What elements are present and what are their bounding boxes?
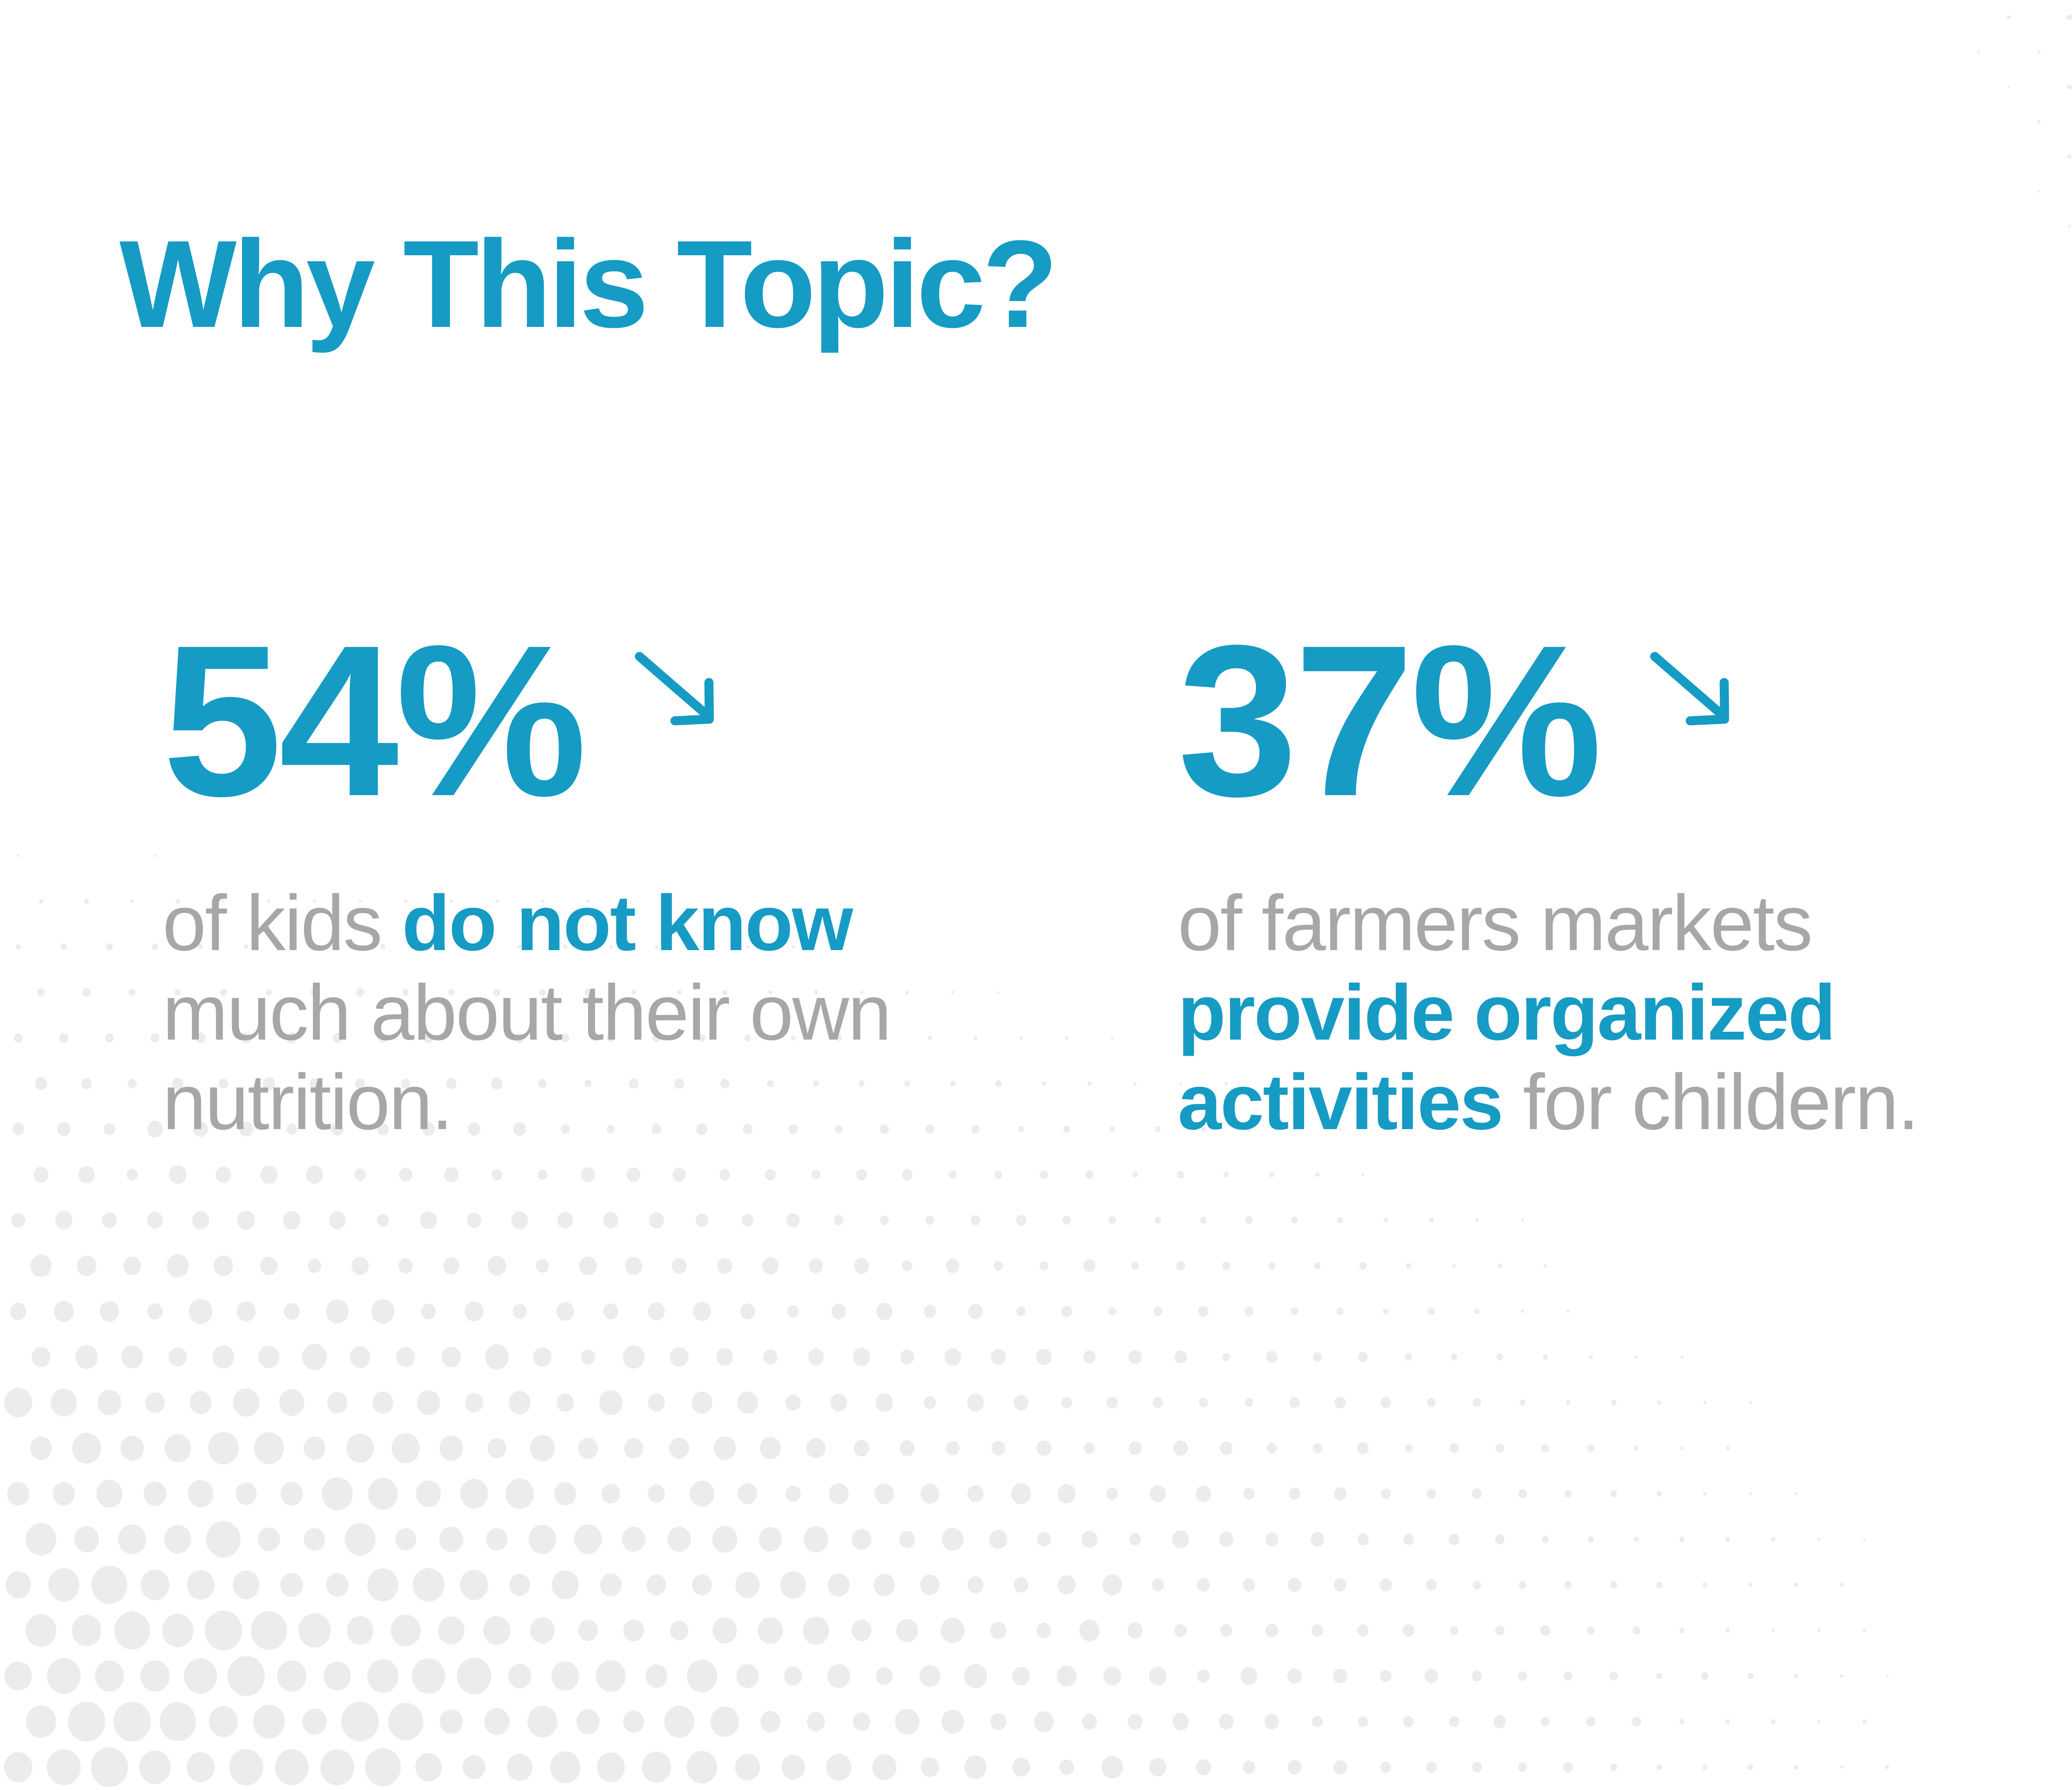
stat-text-line: nutrition. — [162, 1057, 1140, 1147]
plain-text: of kids — [162, 879, 402, 967]
stat-head: 54% — [162, 613, 1140, 829]
stat-head: 37% — [1178, 613, 2072, 829]
stat-value: 54% — [162, 600, 587, 841]
stat-text-line: activities for childern. — [1178, 1057, 2072, 1147]
plain-text: nutrition. — [162, 1058, 453, 1146]
stat-text-line: much about their own — [162, 968, 1140, 1057]
plain-text: much about their own — [162, 969, 892, 1057]
stat-value: 37% — [1178, 600, 1602, 841]
stat-text-line: of kids do not know — [162, 878, 1140, 968]
plain-text: for childern. — [1502, 1058, 1920, 1146]
highlighted-text: activities — [1178, 1058, 1503, 1146]
stat-description: of farmers markets provide organized activ… — [1178, 878, 2072, 1147]
stat-block: 37% of farmers markets provide organized a… — [1178, 613, 2072, 1147]
stat-text-line: of farmers markets — [1178, 878, 2072, 968]
highlighted-text: provide organized — [1178, 969, 1836, 1057]
stat-block: 54% of kids do not know much about their … — [162, 613, 1140, 1147]
highlighted-text: do not know — [402, 879, 853, 967]
stat-text-line: provide organized — [1178, 968, 2072, 1057]
arrow-down-right-icon — [1650, 652, 1729, 726]
page-title: Why This Topic? — [119, 214, 1058, 353]
stat-description: of kids do not know much about their own n… — [162, 878, 1140, 1147]
plain-text: of farmers markets — [1178, 879, 1813, 967]
arrow-down-right-icon — [634, 652, 714, 726]
